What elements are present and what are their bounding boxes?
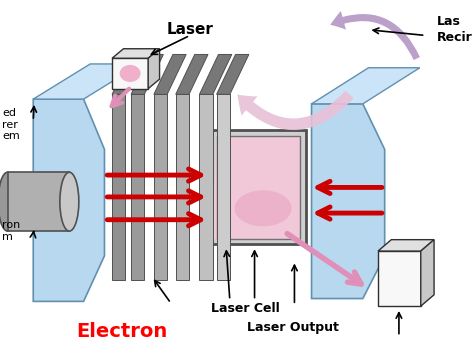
Text: m: m — [2, 232, 13, 242]
Polygon shape — [378, 251, 421, 306]
Ellipse shape — [60, 172, 79, 231]
Polygon shape — [378, 240, 434, 251]
Text: Las
Recir: Las Recir — [437, 15, 473, 44]
Polygon shape — [131, 94, 145, 280]
Text: Laser: Laser — [166, 22, 213, 37]
Polygon shape — [131, 54, 164, 94]
Polygon shape — [211, 136, 300, 239]
Text: Laser Cell: Laser Cell — [210, 301, 280, 315]
Ellipse shape — [235, 190, 292, 226]
Text: ed: ed — [2, 108, 16, 118]
Polygon shape — [112, 54, 145, 94]
Text: Electron: Electron — [76, 322, 167, 341]
Ellipse shape — [0, 172, 17, 231]
Text: em: em — [2, 131, 19, 141]
Polygon shape — [211, 131, 306, 244]
Polygon shape — [421, 240, 434, 306]
Polygon shape — [154, 94, 167, 280]
Polygon shape — [154, 54, 186, 94]
Polygon shape — [33, 99, 104, 301]
Text: rer: rer — [2, 120, 18, 130]
FancyArrowPatch shape — [330, 11, 420, 60]
Polygon shape — [176, 54, 208, 94]
Polygon shape — [176, 94, 189, 280]
Polygon shape — [8, 172, 69, 231]
Polygon shape — [112, 58, 148, 89]
FancyArrowPatch shape — [237, 91, 354, 130]
Polygon shape — [217, 54, 249, 94]
Polygon shape — [148, 49, 160, 89]
Text: ron: ron — [2, 220, 20, 231]
Polygon shape — [311, 104, 385, 299]
Polygon shape — [311, 68, 420, 104]
Polygon shape — [33, 64, 141, 99]
Ellipse shape — [119, 65, 141, 82]
Polygon shape — [217, 94, 230, 280]
Polygon shape — [112, 94, 126, 280]
Text: Laser Output: Laser Output — [246, 321, 338, 334]
Polygon shape — [200, 94, 213, 280]
Polygon shape — [217, 136, 300, 239]
Polygon shape — [200, 54, 232, 94]
Polygon shape — [112, 49, 160, 58]
